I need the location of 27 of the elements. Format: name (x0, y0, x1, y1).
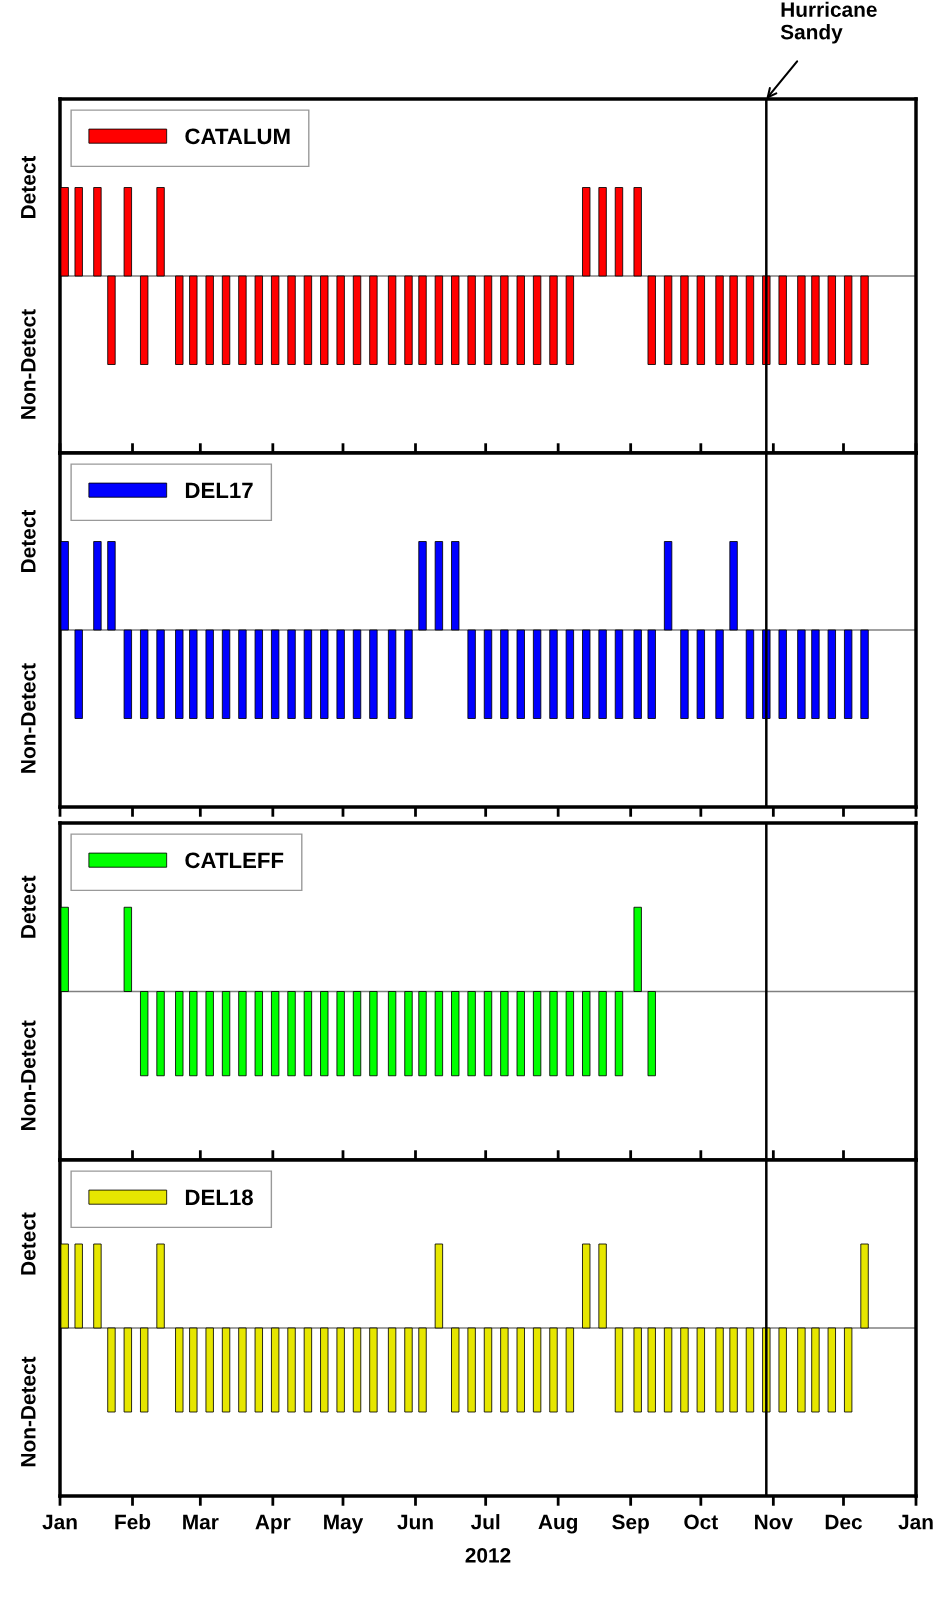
text: Detect (21, 509, 36, 572)
x-tick-label: Jan (42, 1514, 77, 1530)
x-tick-label: Oct (684, 1514, 718, 1530)
legend-label: CATALUM (185, 128, 290, 145)
text: Detect (21, 1212, 36, 1275)
text: Detect (21, 875, 36, 938)
x-tick-label: Nov (755, 1514, 793, 1530)
x-axis-title: 2012 (465, 1547, 511, 1563)
x-tick-label: Jun (397, 1514, 433, 1530)
x-tick-label: Feb (115, 1514, 151, 1530)
x-tick-label: Apr (255, 1514, 291, 1534)
x-tick-label: Sep (612, 1514, 649, 1534)
x-tick-label: Jan (898, 1514, 933, 1530)
legend-label: DEL17 (185, 482, 253, 498)
x-tick-label: Aug (538, 1514, 578, 1534)
text: Detect (21, 155, 36, 218)
text: Non-Detect (21, 1020, 36, 1130)
legend-label: DEL18 (185, 1189, 253, 1206)
text: Non-Detect (21, 663, 36, 773)
x-tick-label: May (324, 1514, 364, 1534)
ref-line-label: Hurricane Sandy (780, 1, 877, 44)
x-tick-label: Mar (183, 1514, 219, 1530)
text: Non-Detect (21, 309, 36, 419)
x-tick-label: Dec (825, 1514, 862, 1530)
legend-label: CATLEFF (185, 852, 284, 869)
text: Non-Detect (21, 1356, 36, 1467)
x-tick-label: Jul (470, 1514, 500, 1530)
